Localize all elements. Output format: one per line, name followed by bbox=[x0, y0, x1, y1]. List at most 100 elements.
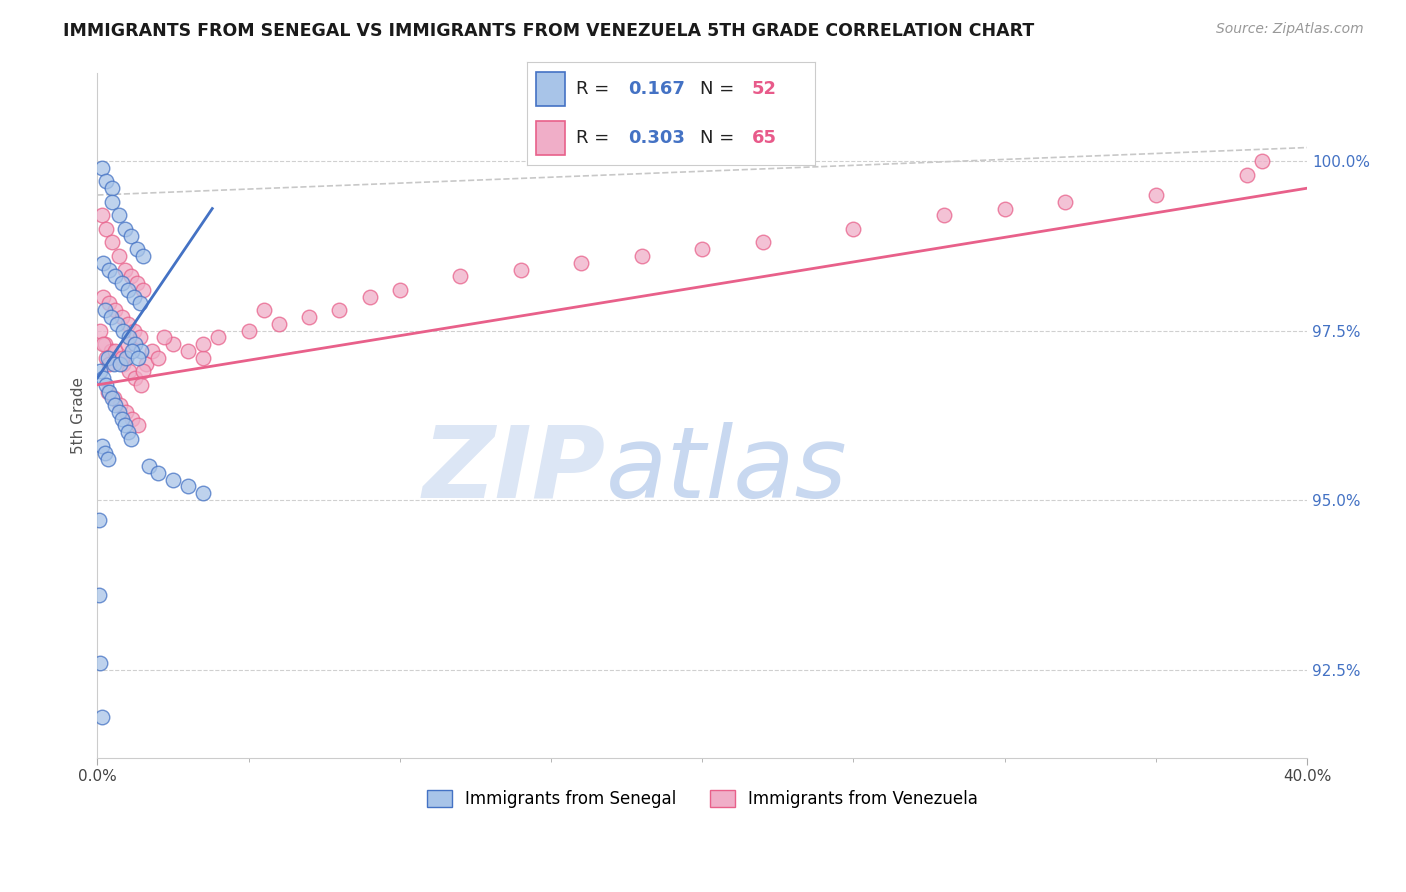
Point bbox=[1054, 194, 1077, 209]
Point bbox=[94, 337, 117, 351]
Point bbox=[100, 310, 122, 324]
Point bbox=[87, 513, 110, 527]
Point bbox=[146, 466, 169, 480]
Point bbox=[93, 371, 115, 385]
Point bbox=[104, 303, 127, 318]
Point bbox=[104, 398, 127, 412]
Point bbox=[153, 330, 176, 344]
Point bbox=[193, 351, 215, 365]
Point bbox=[177, 479, 200, 493]
Point bbox=[193, 486, 215, 500]
Point bbox=[128, 330, 150, 344]
Point bbox=[94, 303, 117, 318]
Point bbox=[121, 411, 143, 425]
Point bbox=[108, 398, 131, 412]
Point bbox=[359, 290, 381, 304]
Point bbox=[141, 343, 163, 358]
Point bbox=[89, 364, 111, 378]
Point bbox=[105, 317, 128, 331]
Point bbox=[298, 310, 321, 324]
Point bbox=[388, 283, 411, 297]
Point bbox=[110, 351, 132, 365]
Point bbox=[630, 249, 652, 263]
Point bbox=[94, 445, 117, 459]
Point bbox=[115, 405, 138, 419]
Point bbox=[100, 343, 122, 358]
Point bbox=[118, 364, 141, 378]
Point bbox=[127, 351, 149, 365]
Bar bbox=[536, 71, 565, 105]
Point bbox=[90, 710, 112, 724]
Point bbox=[96, 351, 118, 365]
Point bbox=[107, 405, 129, 419]
Point bbox=[90, 439, 112, 453]
Point bbox=[267, 317, 290, 331]
Point bbox=[89, 656, 111, 670]
Point bbox=[253, 303, 276, 318]
Point bbox=[114, 222, 136, 236]
Point bbox=[114, 418, 136, 433]
Point bbox=[98, 296, 121, 310]
Legend: Immigrants from Senegal, Immigrants from Venezuela: Immigrants from Senegal, Immigrants from… bbox=[420, 783, 984, 814]
Point bbox=[96, 377, 118, 392]
Point bbox=[120, 269, 142, 284]
Point bbox=[328, 303, 350, 318]
Text: atlas: atlas bbox=[606, 422, 846, 518]
Text: R =: R = bbox=[576, 79, 621, 97]
Point bbox=[90, 161, 112, 175]
Point bbox=[97, 452, 120, 467]
Point bbox=[110, 411, 132, 425]
Point bbox=[101, 235, 124, 250]
Point bbox=[177, 343, 200, 358]
Point bbox=[107, 208, 129, 222]
Text: 52: 52 bbox=[752, 79, 778, 97]
Point bbox=[117, 337, 139, 351]
Point bbox=[162, 337, 184, 351]
Point bbox=[112, 324, 135, 338]
Point bbox=[121, 343, 143, 358]
Point bbox=[107, 249, 129, 263]
Text: R =: R = bbox=[576, 128, 621, 147]
Point bbox=[98, 358, 121, 372]
Text: Source: ZipAtlas.com: Source: ZipAtlas.com bbox=[1216, 22, 1364, 37]
Text: N =: N = bbox=[700, 79, 740, 97]
Point bbox=[120, 432, 142, 446]
Text: 0.167: 0.167 bbox=[628, 79, 685, 97]
Point bbox=[751, 235, 773, 250]
Point bbox=[114, 262, 136, 277]
Point bbox=[132, 283, 155, 297]
Point bbox=[132, 364, 155, 378]
Point bbox=[93, 337, 115, 351]
Point bbox=[207, 330, 229, 344]
Point bbox=[129, 343, 152, 358]
Point bbox=[125, 276, 148, 290]
Point bbox=[124, 371, 146, 385]
Point bbox=[89, 324, 111, 338]
Point bbox=[101, 392, 124, 406]
Point bbox=[569, 256, 592, 270]
Point bbox=[115, 351, 138, 365]
Point bbox=[127, 418, 149, 433]
Point bbox=[117, 425, 139, 440]
Point bbox=[122, 324, 145, 338]
Point bbox=[1250, 154, 1272, 169]
Point bbox=[1144, 188, 1167, 202]
Point bbox=[96, 222, 118, 236]
Point bbox=[449, 269, 471, 284]
Text: ZIP: ZIP bbox=[422, 422, 606, 518]
Point bbox=[934, 208, 956, 222]
Point bbox=[135, 358, 157, 372]
Point bbox=[509, 262, 531, 277]
Point bbox=[97, 384, 120, 399]
Point bbox=[193, 337, 215, 351]
Point bbox=[104, 343, 127, 358]
Point bbox=[112, 358, 135, 372]
Point bbox=[97, 351, 120, 365]
Point bbox=[103, 392, 125, 406]
Point bbox=[1236, 168, 1258, 182]
Point bbox=[146, 351, 169, 365]
Point bbox=[117, 317, 139, 331]
Point bbox=[117, 283, 139, 297]
Point bbox=[104, 269, 127, 284]
Point bbox=[842, 222, 865, 236]
